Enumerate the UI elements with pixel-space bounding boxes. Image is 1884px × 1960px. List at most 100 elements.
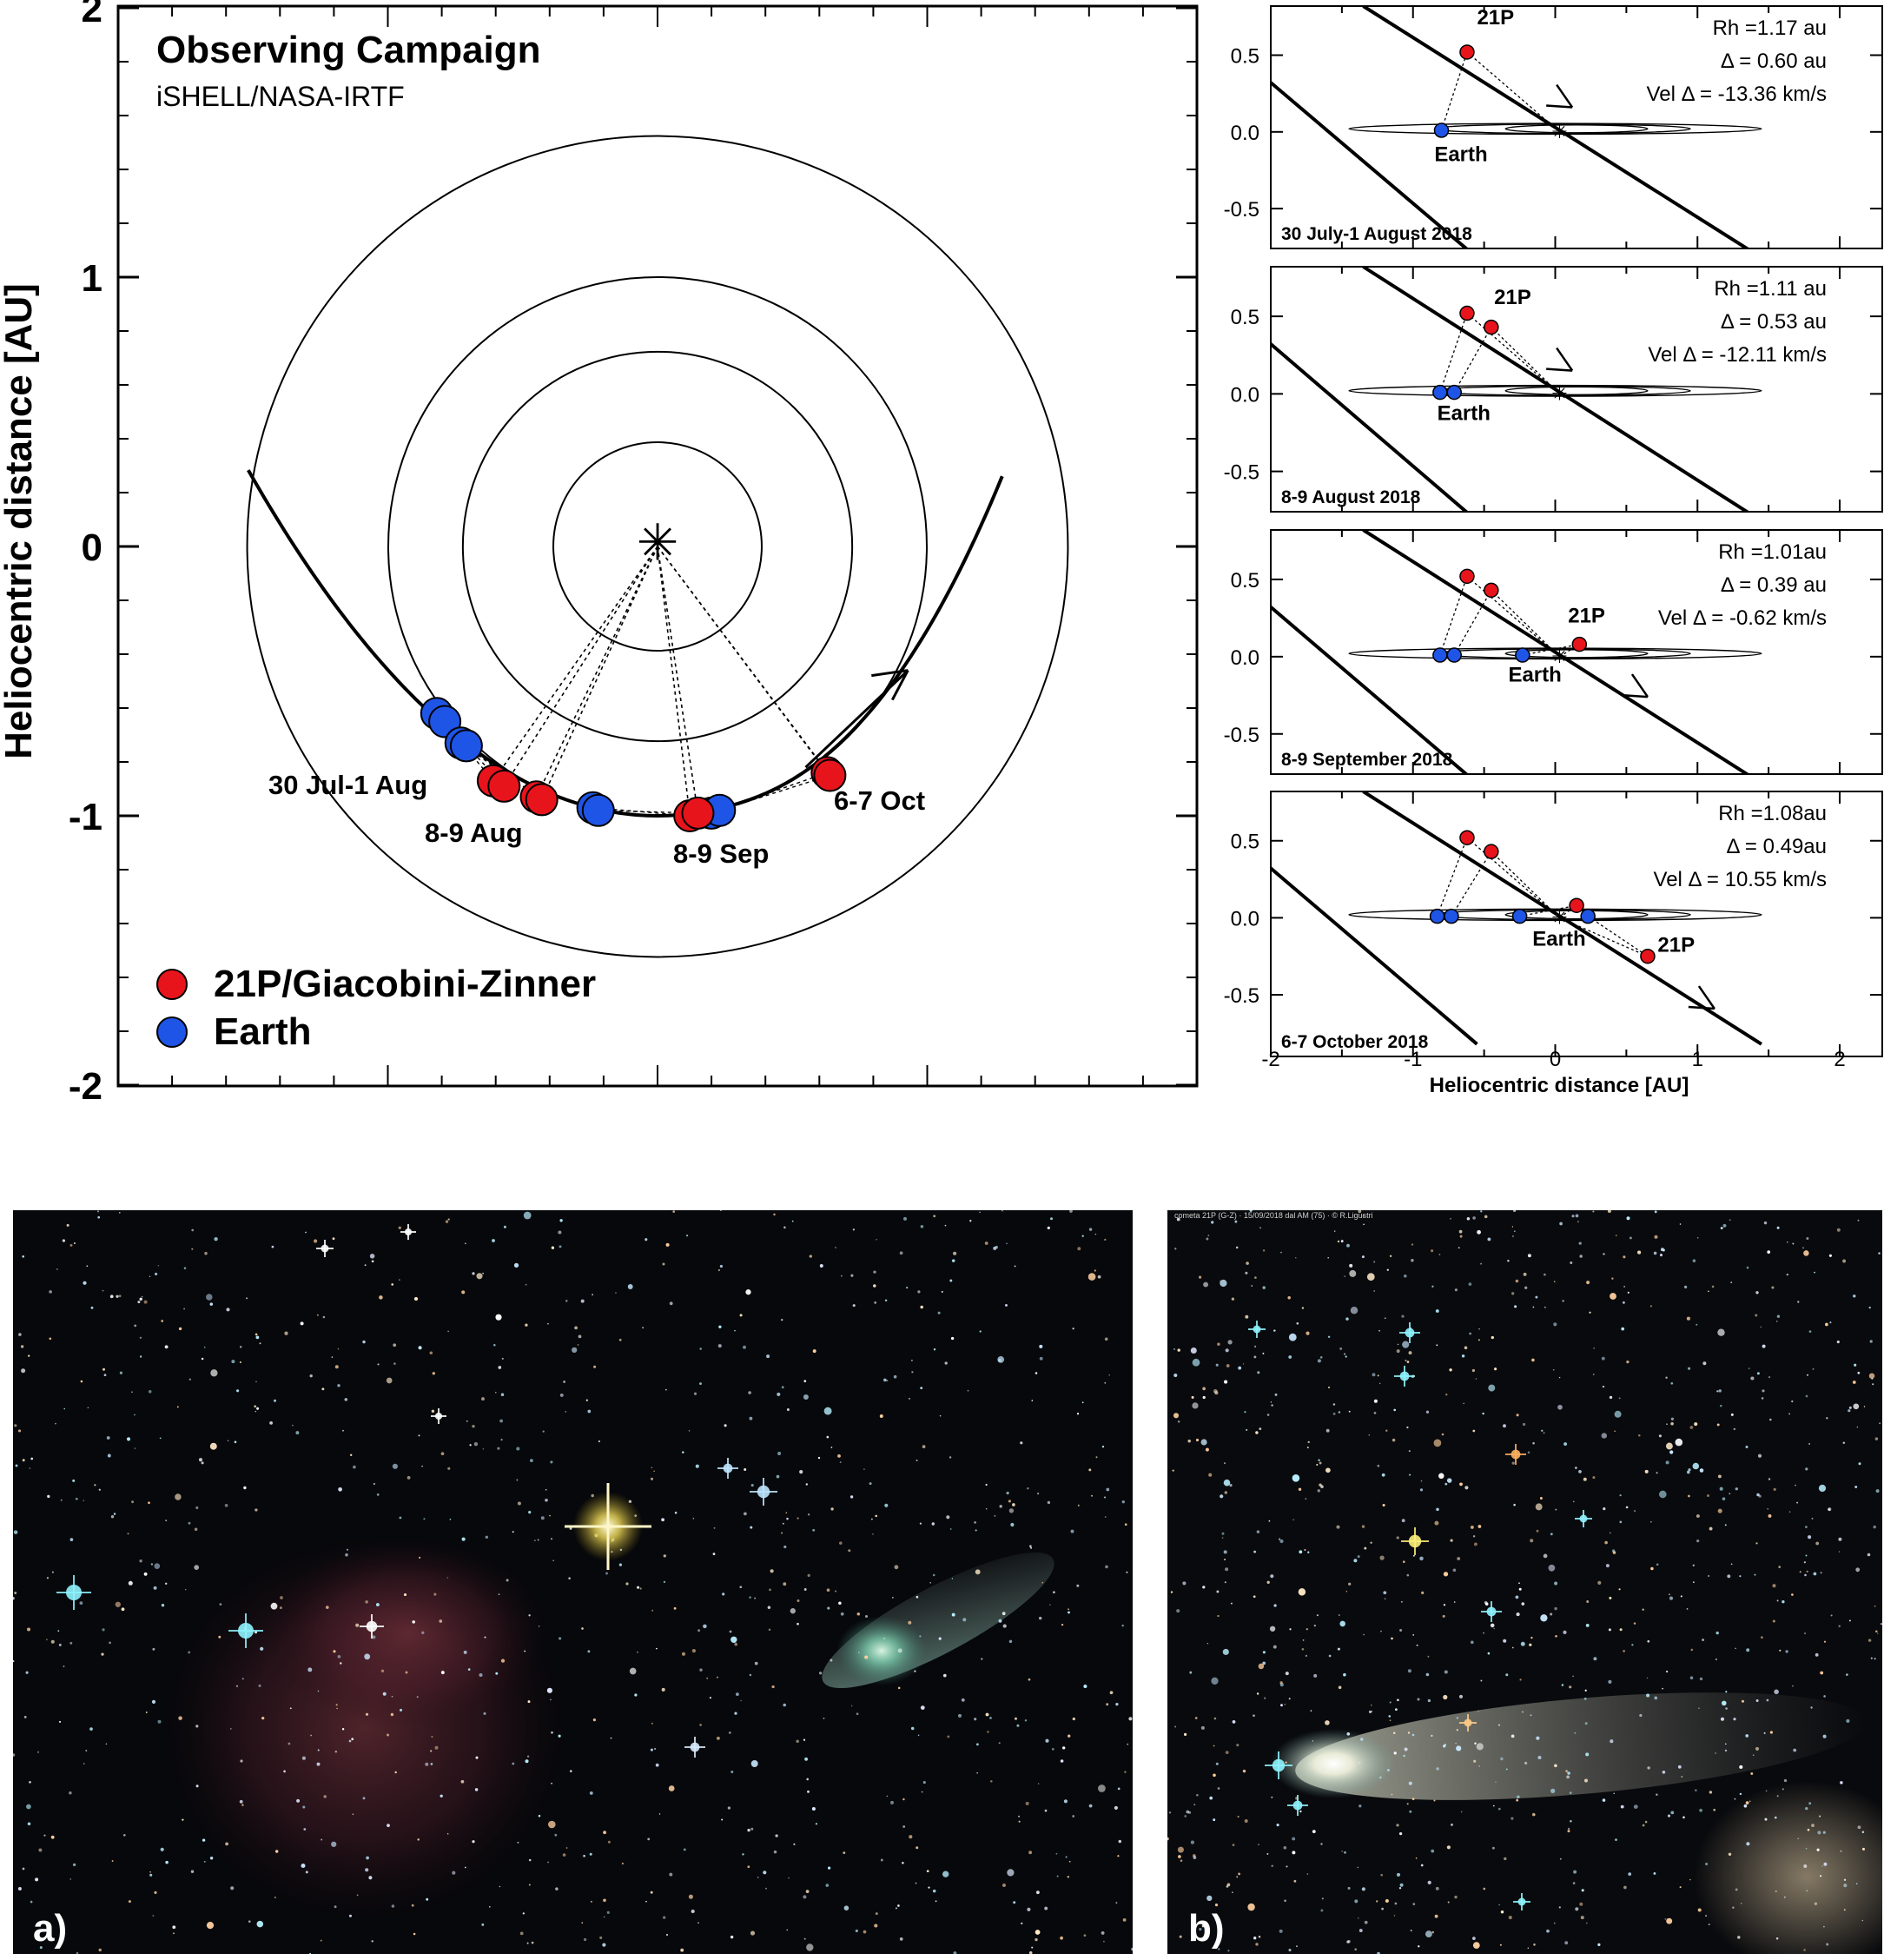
star bbox=[101, 1652, 104, 1656]
star bbox=[461, 1290, 466, 1295]
star bbox=[880, 1858, 883, 1862]
star bbox=[1843, 1878, 1847, 1882]
star bbox=[1508, 1916, 1512, 1920]
star bbox=[1035, 1372, 1038, 1374]
star bbox=[1552, 1368, 1555, 1371]
star bbox=[1213, 1745, 1215, 1747]
star bbox=[1407, 1732, 1411, 1734]
star bbox=[399, 1516, 402, 1520]
star bbox=[418, 1346, 422, 1350]
star bbox=[1443, 1572, 1449, 1577]
star bbox=[256, 1407, 260, 1410]
star bbox=[1180, 1859, 1183, 1862]
star bbox=[1694, 1422, 1698, 1427]
star bbox=[1499, 1943, 1502, 1946]
star bbox=[1639, 1713, 1643, 1718]
star bbox=[1725, 1691, 1728, 1693]
star bbox=[194, 1527, 198, 1532]
star bbox=[1288, 1355, 1292, 1359]
star bbox=[165, 1860, 169, 1864]
star bbox=[1699, 1677, 1703, 1681]
sun-comet-dotted bbox=[1559, 644, 1580, 658]
panel-rh: Rh =1.08au bbox=[1718, 802, 1827, 825]
star bbox=[14, 1424, 17, 1427]
star bbox=[1296, 1321, 1299, 1325]
star bbox=[1211, 1677, 1219, 1685]
star bbox=[440, 1794, 443, 1798]
star bbox=[1578, 1470, 1582, 1473]
star bbox=[371, 1260, 374, 1263]
star bbox=[884, 1299, 888, 1302]
star bbox=[69, 1791, 72, 1795]
arrow-head bbox=[871, 669, 909, 701]
star bbox=[143, 1300, 148, 1304]
star bbox=[1072, 1717, 1075, 1721]
star bbox=[1411, 1798, 1415, 1801]
star bbox=[718, 1325, 722, 1328]
star bbox=[1068, 1611, 1070, 1614]
panel-earth-label: Earth bbox=[1508, 663, 1561, 686]
star bbox=[1412, 1554, 1415, 1557]
star bbox=[1553, 1281, 1556, 1283]
star bbox=[1114, 1805, 1118, 1810]
star bbox=[1708, 1574, 1710, 1578]
star bbox=[1527, 1947, 1530, 1950]
star bbox=[872, 1533, 874, 1535]
star bbox=[1220, 1279, 1227, 1288]
star bbox=[365, 1600, 368, 1604]
star bbox=[942, 1673, 947, 1678]
panel-comet-label: 21P bbox=[1657, 933, 1695, 957]
star bbox=[1797, 1838, 1800, 1840]
star bbox=[742, 1853, 744, 1856]
star bbox=[786, 1517, 789, 1520]
star bbox=[1177, 1348, 1180, 1352]
star bbox=[1008, 1508, 1015, 1513]
star bbox=[86, 1265, 89, 1268]
star bbox=[1298, 1487, 1302, 1491]
star bbox=[1262, 1249, 1266, 1252]
star bbox=[1520, 1641, 1525, 1646]
star bbox=[1224, 1462, 1226, 1465]
star bbox=[1848, 1406, 1852, 1409]
star bbox=[1748, 1367, 1750, 1369]
star bbox=[364, 1264, 367, 1267]
star bbox=[501, 1357, 504, 1360]
star bbox=[1007, 1869, 1015, 1877]
star bbox=[1746, 1648, 1750, 1652]
panel-earth-marker bbox=[1580, 908, 1596, 924]
star bbox=[528, 1884, 531, 1886]
star bbox=[1232, 1719, 1236, 1724]
star bbox=[790, 1608, 796, 1614]
star bbox=[941, 1290, 943, 1293]
star bbox=[647, 1838, 651, 1841]
star bbox=[949, 1279, 953, 1282]
star bbox=[159, 1437, 162, 1440]
star bbox=[161, 1320, 164, 1322]
star bbox=[1018, 1815, 1021, 1818]
comet-orbit-line bbox=[1362, 791, 1763, 1046]
star bbox=[1490, 1623, 1495, 1628]
star bbox=[920, 1705, 925, 1710]
star bbox=[1775, 1890, 1777, 1893]
star bbox=[1855, 1883, 1858, 1884]
star bbox=[525, 1323, 528, 1327]
star bbox=[1327, 1256, 1330, 1259]
star bbox=[394, 1771, 397, 1774]
star bbox=[803, 1937, 806, 1940]
planet-orbit-circle bbox=[552, 441, 763, 652]
star bbox=[1713, 1808, 1716, 1811]
star bbox=[1396, 1824, 1399, 1827]
star bbox=[90, 1306, 94, 1309]
star bbox=[1441, 1433, 1444, 1436]
star bbox=[1224, 1581, 1226, 1584]
star bbox=[323, 1795, 327, 1798]
star bbox=[1776, 1226, 1780, 1229]
star bbox=[1680, 1595, 1682, 1598]
star bbox=[693, 1392, 697, 1395]
star bbox=[874, 1924, 878, 1928]
star bbox=[920, 1225, 924, 1228]
star bbox=[1444, 1482, 1448, 1486]
star bbox=[559, 1393, 564, 1397]
star-field-b bbox=[1167, 1210, 1882, 1954]
star bbox=[1715, 1631, 1719, 1635]
